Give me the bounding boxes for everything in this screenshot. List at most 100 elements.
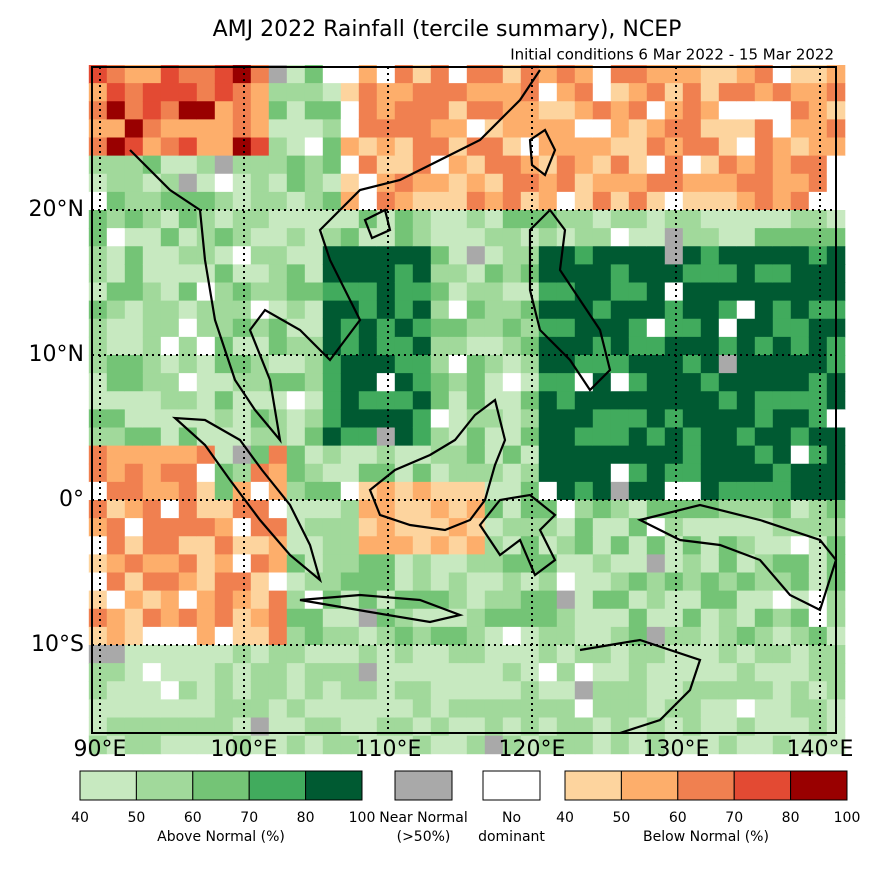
map-cell xyxy=(394,300,414,320)
map-cell xyxy=(754,717,774,737)
map-cell xyxy=(160,65,180,84)
above-swatch xyxy=(135,770,194,801)
map-cell xyxy=(394,699,414,718)
map-cell xyxy=(538,645,558,664)
map-cell xyxy=(448,735,468,755)
map-cell xyxy=(412,717,432,737)
map-cell xyxy=(160,681,180,700)
map-cell xyxy=(700,191,720,211)
map-cell xyxy=(178,155,198,175)
map-cell xyxy=(646,318,666,338)
map-cell xyxy=(412,572,432,592)
map-cell xyxy=(790,300,810,320)
map-cell xyxy=(106,282,126,302)
map-cell xyxy=(790,336,810,356)
map-cell xyxy=(592,373,612,392)
map-cell xyxy=(736,155,756,175)
map-cell xyxy=(358,445,378,465)
map-cell xyxy=(718,318,738,338)
map-cell xyxy=(772,481,792,501)
map-cell xyxy=(358,645,378,664)
lon-label: 100°E xyxy=(211,737,278,762)
map-cell xyxy=(754,445,774,465)
map-cell xyxy=(448,699,468,718)
map-cell xyxy=(556,663,576,682)
map-cell xyxy=(808,663,828,682)
map-cell xyxy=(232,554,252,573)
lon-label: 140°E xyxy=(787,737,854,762)
map-cell xyxy=(394,318,414,338)
map-cell xyxy=(610,137,630,157)
map-cell xyxy=(700,536,720,555)
map-cell xyxy=(628,264,648,283)
map-cell xyxy=(790,663,810,682)
map-cell xyxy=(736,391,756,410)
map-cell xyxy=(160,191,180,211)
map-cell xyxy=(736,83,756,102)
map-cell xyxy=(106,681,126,700)
map-cell xyxy=(754,536,774,555)
map-cell xyxy=(286,626,306,646)
map-cell xyxy=(196,173,216,193)
map-cell xyxy=(772,645,792,664)
map-cell xyxy=(592,590,612,610)
map-cell xyxy=(412,681,432,700)
map-cell xyxy=(448,246,468,265)
above-tick-label: 100 xyxy=(349,810,376,826)
map-cell xyxy=(286,536,306,555)
map-cell xyxy=(646,608,666,628)
map-cell xyxy=(124,119,144,138)
map-cell xyxy=(214,572,234,592)
map-cell xyxy=(322,373,342,392)
map-cell xyxy=(250,518,270,537)
map-cell xyxy=(592,463,612,483)
map-cell xyxy=(682,318,702,338)
map-cell xyxy=(592,663,612,682)
map-cell xyxy=(412,663,432,682)
map-cell xyxy=(718,155,738,175)
map-cell xyxy=(790,717,810,737)
map-cell xyxy=(538,735,558,755)
map-cell xyxy=(124,699,144,718)
map-cell xyxy=(124,228,144,247)
map-cell xyxy=(718,717,738,737)
map-cell xyxy=(322,445,342,465)
map-cell xyxy=(610,210,630,229)
map-cell xyxy=(556,318,576,338)
map-cell xyxy=(736,536,756,555)
map-cell xyxy=(196,626,216,646)
map-cell xyxy=(214,210,234,229)
map-cell xyxy=(142,590,162,610)
map-cell xyxy=(394,590,414,610)
map-cell xyxy=(124,300,144,320)
map-cell xyxy=(556,518,576,537)
map-cell xyxy=(232,481,252,501)
map-cell xyxy=(646,336,666,356)
map-cell xyxy=(412,409,432,428)
map-cell xyxy=(682,735,702,755)
map-cell xyxy=(808,246,828,265)
map-cell xyxy=(718,463,738,483)
map-cell xyxy=(106,626,126,646)
map-cell xyxy=(160,572,180,592)
map-cell xyxy=(736,445,756,465)
map-cell xyxy=(160,699,180,718)
map-cell xyxy=(178,246,198,265)
map-cell xyxy=(556,645,576,664)
map-cell xyxy=(736,409,756,428)
map-cell xyxy=(718,481,738,501)
map-cell xyxy=(646,210,666,229)
map-cell xyxy=(808,264,828,283)
map-cell xyxy=(376,336,396,356)
map-cell xyxy=(484,119,504,138)
map-cell xyxy=(142,735,162,755)
map-cell xyxy=(232,336,252,356)
map-cell xyxy=(664,481,684,501)
map-cell xyxy=(610,463,630,483)
map-cell xyxy=(664,699,684,718)
map-cell xyxy=(466,699,486,718)
map-cell xyxy=(88,318,108,338)
map-cell xyxy=(160,445,180,465)
map-cell xyxy=(88,572,108,592)
map-cell xyxy=(250,554,270,573)
